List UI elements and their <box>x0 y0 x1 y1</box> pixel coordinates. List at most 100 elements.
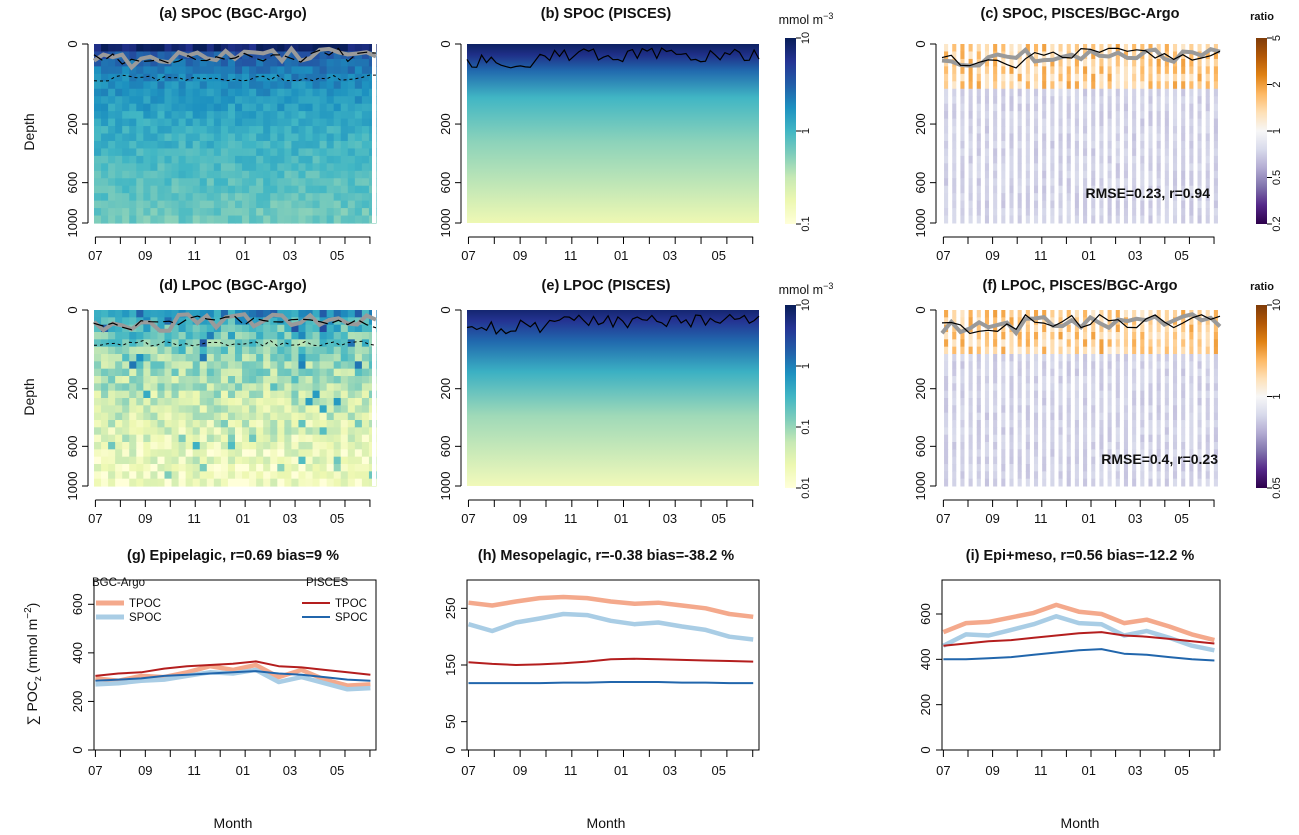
f-cell <box>1058 354 1063 362</box>
f-cell <box>968 427 973 436</box>
d-cell <box>185 412 194 421</box>
c-cell <box>1033 193 1039 202</box>
c-cell <box>968 103 973 112</box>
f-cell <box>1074 442 1079 450</box>
c-cell <box>1156 96 1161 105</box>
f-cell <box>1148 383 1153 392</box>
c-cell <box>1156 81 1161 90</box>
a-cell <box>199 215 208 224</box>
a-cell <box>333 200 342 209</box>
f-cell <box>1058 383 1063 392</box>
c-ytick-label: 1000 <box>913 209 928 238</box>
d-cell <box>108 368 116 377</box>
c-cell <box>968 155 973 164</box>
a-cell <box>178 81 187 90</box>
c-cell <box>1156 193 1161 202</box>
c-cell <box>984 170 990 179</box>
d-cell <box>227 434 236 443</box>
d-cell <box>284 390 292 399</box>
d-cell <box>171 332 180 340</box>
a-cell <box>305 185 314 194</box>
d-cell <box>333 420 342 428</box>
a-cell <box>171 215 180 224</box>
a-cell <box>157 200 166 209</box>
d-cell <box>249 405 257 414</box>
d-cell <box>122 478 130 487</box>
c-cell <box>1066 81 1071 90</box>
c-cell <box>1107 163 1112 172</box>
c-cell <box>976 163 981 172</box>
c-cell <box>1001 81 1006 90</box>
f-cell <box>1033 324 1039 333</box>
d-cell <box>220 310 229 318</box>
d-cell <box>305 471 314 480</box>
d-cell <box>361 478 370 487</box>
d-cell <box>157 471 166 480</box>
a-cell <box>277 88 285 97</box>
f-cell <box>960 464 965 472</box>
d-cell <box>206 339 215 348</box>
a-cell <box>136 81 144 90</box>
a-cell <box>185 58 194 67</box>
f-cell <box>984 412 990 421</box>
c-cell <box>1074 140 1079 149</box>
a-cell <box>94 73 102 82</box>
c-cell <box>944 81 949 90</box>
a-cell <box>101 126 109 135</box>
f-cell <box>1091 471 1096 480</box>
d-cell <box>284 412 292 421</box>
a-cell <box>115 208 123 217</box>
c-cell <box>944 96 949 105</box>
a-cell <box>256 208 264 217</box>
f-cell <box>1172 332 1178 340</box>
a-cell <box>277 126 285 135</box>
a-cell <box>164 185 173 194</box>
a-cell <box>235 58 243 67</box>
a-cell <box>249 81 257 90</box>
a-cell <box>333 193 342 202</box>
c-cell <box>1017 193 1022 202</box>
c-cell <box>1213 170 1218 179</box>
b-xtick-label: 11 <box>564 248 578 263</box>
d-cell <box>347 412 356 421</box>
f-cell <box>1107 405 1112 414</box>
c-cell <box>993 88 998 97</box>
d-cell <box>94 390 102 399</box>
c-cell <box>1083 88 1088 97</box>
c-cell <box>944 155 949 164</box>
c-cell <box>1156 215 1161 224</box>
c-cell <box>1189 185 1194 194</box>
a-cell <box>101 133 109 142</box>
c-cell <box>1156 44 1161 52</box>
f-cell <box>993 405 998 414</box>
f-cell <box>1156 442 1161 450</box>
d-cell <box>115 398 123 406</box>
f-cell <box>1001 361 1006 370</box>
a-cell <box>164 140 173 150</box>
c-cell <box>1050 155 1055 164</box>
a-cell <box>213 208 222 217</box>
f-cell <box>1132 405 1137 414</box>
d-cell <box>312 368 321 377</box>
c-cell <box>1033 140 1039 149</box>
a-cell <box>136 178 144 187</box>
f-cell <box>960 354 965 362</box>
a-cell <box>206 200 215 209</box>
a-cell <box>291 163 300 172</box>
a-cell <box>249 163 257 172</box>
c-cell <box>984 88 990 97</box>
f-cell <box>1148 368 1153 377</box>
c-cell <box>1140 215 1145 224</box>
f-cell <box>1050 339 1055 348</box>
a-cell <box>326 111 335 120</box>
d-cell <box>326 361 335 370</box>
d-cell <box>94 412 102 421</box>
a-cell <box>263 66 271 75</box>
d-cell <box>206 368 215 377</box>
a-cell <box>263 155 271 164</box>
a-cell <box>108 44 116 53</box>
c-cell <box>1172 73 1178 82</box>
a-cell <box>277 170 285 179</box>
d-cell <box>298 434 307 443</box>
d-cell <box>227 376 236 384</box>
